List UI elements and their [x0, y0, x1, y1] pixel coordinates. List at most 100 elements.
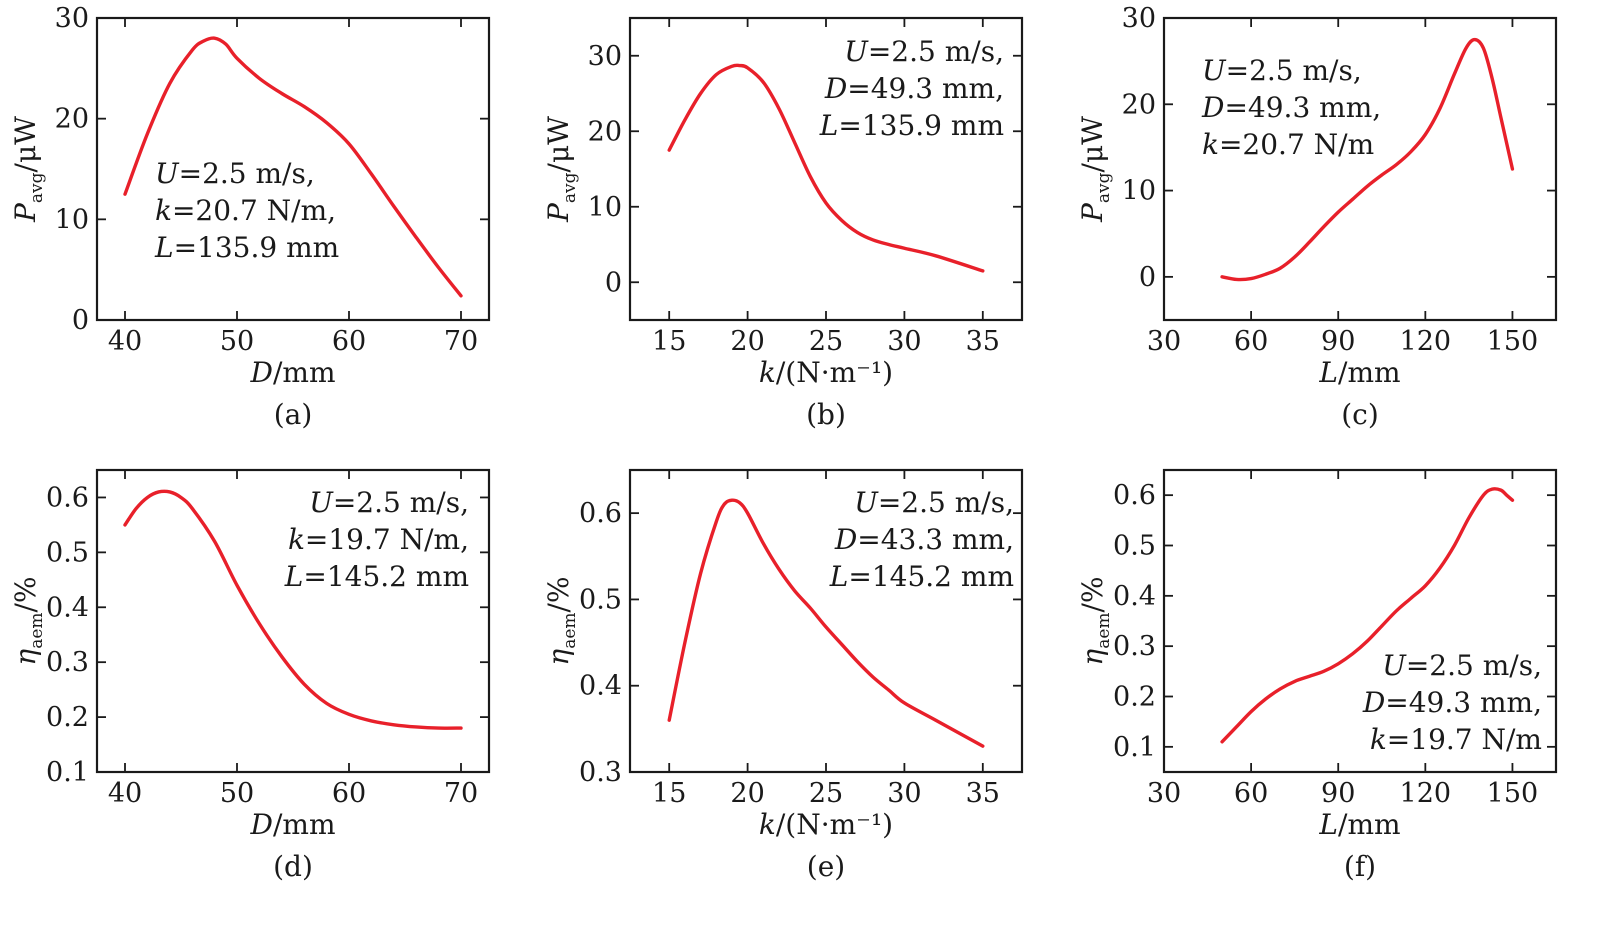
- annotation-line: k=19.7 N/m: [1370, 723, 1542, 756]
- x-tick-label: 40: [108, 326, 142, 357]
- x-tick-label: 60: [332, 326, 366, 357]
- y-tick-label: 10: [55, 204, 89, 235]
- x-tick-label: 35: [966, 326, 1000, 357]
- x-tick-label: 150: [1487, 778, 1539, 809]
- x-tick-label: 70: [444, 326, 478, 357]
- y-tick-label: 0.5: [1113, 531, 1156, 562]
- x-tick-label: 150: [1487, 326, 1539, 357]
- series-line-f: [1220, 487, 1515, 744]
- annotation-line: U=2.5 m/s,: [155, 157, 315, 190]
- plot-frame: [1162, 16, 1558, 322]
- x-tick-label: 50: [220, 778, 254, 809]
- panel-caption: (e): [807, 850, 845, 883]
- x-tick-label: 15: [652, 778, 686, 809]
- x-tick-label: 40: [108, 778, 142, 809]
- chart-panel-f: 30 60 90 120 150 0.1 0.2 0.3 0.4 0.5 0.6 L/mm ηaem/%…: [1076, 468, 1558, 883]
- y-tick-label: 30: [588, 41, 622, 72]
- series-line-a: [123, 36, 463, 298]
- x-tick-label: 120: [1400, 778, 1452, 809]
- x-tick-label: 120: [1400, 326, 1452, 357]
- series-line-e: [667, 498, 985, 748]
- x-axis-label: D/mm: [250, 356, 336, 389]
- y-tick-label: 0.6: [1113, 480, 1156, 511]
- y-tick-label: 0.6: [579, 498, 622, 529]
- x-tick-label: 30: [887, 778, 921, 809]
- annotation-line: L=145.2 mm: [829, 560, 1014, 593]
- x-tick-label: 60: [1234, 778, 1268, 809]
- x-tick-label: 90: [1321, 778, 1355, 809]
- x-axis-label: L/mm: [1318, 808, 1400, 841]
- chart-panel-a: 40 50 60 70 0 10 20 30 D/mm Pavg/μW (a) U=2.5 m/s, k…: [9, 3, 491, 431]
- x-axis-label: k/(N·m⁻¹): [759, 356, 893, 389]
- chart-panel-b: 15 20 25 30 350102030k/(N·m⁻¹)Pavg/μW(b)U=2.…: [542, 16, 1024, 431]
- parameter-annotation: U=2.5 m/s, k=20.7 N/m, L=135.9 mm: [154, 157, 339, 264]
- annotation-line: U=2.5 m/s,: [844, 35, 1004, 68]
- y-tick-label: 10: [1122, 176, 1156, 207]
- annotation-line: D=43.3 mm,: [834, 523, 1014, 556]
- parameter-annotation: U=2.5 m/s, D=49.3 mm, k=20.7 N/m: [1201, 54, 1381, 161]
- y-tick-label: 0.5: [579, 584, 622, 615]
- annotation-line: k=20.7 N/m: [1202, 128, 1374, 161]
- panel-caption: (c): [1341, 398, 1379, 431]
- x-tick-label: 60: [332, 778, 366, 809]
- y-axis-label: ηaem/%: [542, 576, 580, 665]
- y-tick-label: 30: [1122, 3, 1156, 34]
- y-tick-label: 0: [605, 267, 622, 298]
- annotation-line: D=49.3 mm,: [1362, 686, 1542, 719]
- x-tick-label: 30: [1147, 326, 1181, 357]
- y-tick-label: 0: [72, 305, 89, 336]
- y-axis-label: Pavg/μW: [1076, 116, 1114, 223]
- y-tick-label: 30: [55, 3, 89, 34]
- y-tick-label: 20: [1122, 89, 1156, 120]
- y-tick-label: 20: [55, 104, 89, 135]
- parameter-annotation: U=2.5 m/s, D=43.3 mm, L=145.2 mm: [829, 486, 1014, 593]
- y-tick-label: 0.6: [46, 482, 89, 513]
- y-tick-label: 0.3: [579, 757, 622, 788]
- x-tick-label: 60: [1234, 326, 1268, 357]
- plot-frame: [1162, 468, 1558, 774]
- y-tick-label: 0.4: [1113, 581, 1156, 612]
- y-axis-label: Pavg/μW: [542, 116, 580, 223]
- y-tick-label: 20: [588, 116, 622, 147]
- x-tick-label: 25: [809, 778, 843, 809]
- x-tick-label: 20: [730, 778, 764, 809]
- y-tick-label: 0.4: [46, 592, 89, 623]
- y-tick-label: 0.4: [579, 671, 622, 702]
- y-tick-label: 0.1: [46, 757, 89, 788]
- parameter-annotation: U=2.5 m/s, D=49.3 mm, k=19.7 N/m: [1362, 649, 1542, 756]
- plot-frame: [95, 16, 491, 322]
- x-tick-label: 50: [220, 326, 254, 357]
- series-line-b: [667, 63, 985, 273]
- y-tick-label: 10: [588, 192, 622, 223]
- x-tick-label: 15: [652, 326, 686, 357]
- y-tick-label: 0.3: [1113, 631, 1156, 662]
- annotation-line: U=2.5 m/s,: [1202, 54, 1362, 87]
- y-axis-label: ηaem/%: [1076, 576, 1114, 665]
- annotation-line: L=135.9 mm: [819, 109, 1004, 142]
- plot-frame: [95, 468, 491, 774]
- y-tick-label: 0: [1139, 262, 1156, 293]
- series-line-c: [1220, 37, 1515, 282]
- x-tick-label: 70: [444, 778, 478, 809]
- chart-panel-d: 40 50 60 70 0.1 0.2 0.3 0.4 0.5 0.6 D/mm ηaem/% (d) U…: [9, 468, 491, 883]
- chart-panel-c: 30 60 90 120 150 0 10 20 30 L/mm Pavg/μW (c) U=2.5 m…: [1076, 3, 1558, 431]
- annotation-line: L=145.2 mm: [284, 560, 469, 593]
- y-axis-label: Pavg/μW: [9, 116, 47, 223]
- parameter-annotation: U=2.5 m/s, D=49.3 mm, L=135.9 mm: [819, 35, 1004, 142]
- annotation-line: U=2.5 m/s,: [854, 486, 1014, 519]
- x-tick-label: 20: [730, 326, 764, 357]
- chart-panel-e: 15 20 25 30 35 0.3 0.4 0.5 0.6 k/(N·m⁻¹) ηaem/% (e)…: [542, 468, 1024, 883]
- x-axis-label: k/(N·m⁻¹): [759, 808, 893, 841]
- y-tick-label: 0.2: [46, 702, 89, 733]
- annotation-line: D=49.3 mm,: [1201, 91, 1381, 124]
- y-tick-label: 0.2: [1113, 682, 1156, 713]
- y-tick-label: 0.1: [1113, 732, 1156, 763]
- x-axis-label: D/mm: [250, 808, 336, 841]
- parameter-annotation: U=2.5 m/s, k=19.7 N/m, L=145.2 mm: [284, 486, 469, 593]
- annotation-line: U=2.5 m/s,: [309, 486, 469, 519]
- annotation-line: U=2.5 m/s,: [1382, 649, 1542, 682]
- y-tick-label: 0.5: [46, 537, 89, 568]
- y-axis-label: ηaem/%: [9, 576, 47, 665]
- panel-caption: (d): [273, 850, 313, 883]
